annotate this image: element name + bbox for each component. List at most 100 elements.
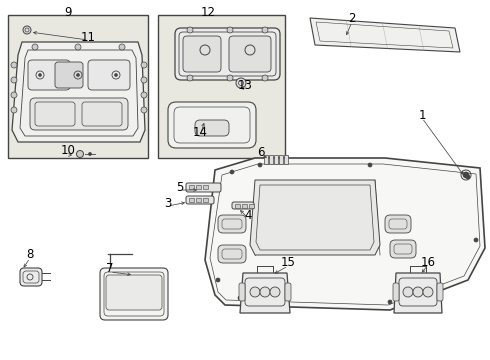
Text: 5: 5	[176, 180, 184, 194]
Bar	[189, 198, 194, 202]
Polygon shape	[240, 273, 290, 313]
Polygon shape	[250, 180, 380, 255]
FancyBboxPatch shape	[168, 102, 256, 148]
Text: 15: 15	[281, 256, 295, 270]
Polygon shape	[394, 273, 442, 313]
Circle shape	[216, 278, 220, 282]
FancyBboxPatch shape	[106, 275, 162, 310]
Circle shape	[89, 153, 92, 156]
Circle shape	[236, 78, 246, 88]
Bar	[158, 15, 285, 158]
Circle shape	[238, 296, 242, 300]
Circle shape	[76, 150, 83, 158]
Bar	[264, 155, 268, 164]
Bar	[203, 198, 208, 202]
Bar	[189, 185, 194, 189]
Circle shape	[141, 77, 147, 83]
Text: 2: 2	[348, 12, 356, 24]
Bar	[269, 155, 273, 164]
FancyBboxPatch shape	[385, 215, 411, 233]
Circle shape	[187, 75, 193, 81]
Circle shape	[227, 27, 233, 33]
FancyBboxPatch shape	[30, 98, 128, 130]
Circle shape	[11, 107, 17, 113]
Circle shape	[227, 75, 233, 81]
Text: 6: 6	[257, 145, 265, 158]
Bar	[249, 204, 254, 208]
Circle shape	[413, 287, 423, 297]
Circle shape	[250, 287, 260, 297]
Circle shape	[466, 175, 470, 179]
FancyBboxPatch shape	[393, 283, 399, 301]
Circle shape	[11, 77, 17, 83]
Polygon shape	[12, 42, 145, 142]
Text: 9: 9	[64, 5, 72, 18]
Text: 16: 16	[420, 256, 436, 269]
FancyBboxPatch shape	[239, 283, 245, 301]
Circle shape	[39, 73, 42, 77]
FancyBboxPatch shape	[28, 60, 70, 90]
Circle shape	[32, 44, 38, 50]
FancyBboxPatch shape	[390, 240, 416, 258]
Circle shape	[11, 62, 17, 68]
Bar	[274, 155, 278, 164]
Circle shape	[141, 62, 147, 68]
FancyBboxPatch shape	[100, 268, 168, 320]
Bar	[242, 204, 247, 208]
Circle shape	[262, 75, 268, 81]
Circle shape	[262, 27, 268, 33]
FancyBboxPatch shape	[88, 60, 130, 90]
Circle shape	[23, 26, 31, 34]
FancyBboxPatch shape	[437, 283, 443, 301]
FancyBboxPatch shape	[285, 283, 291, 301]
FancyBboxPatch shape	[183, 36, 221, 72]
Circle shape	[11, 92, 17, 98]
Circle shape	[187, 27, 193, 33]
Circle shape	[388, 300, 392, 304]
Circle shape	[474, 238, 478, 242]
Circle shape	[368, 163, 372, 167]
FancyBboxPatch shape	[218, 215, 246, 233]
Circle shape	[463, 172, 469, 178]
Text: 7: 7	[106, 261, 114, 274]
FancyBboxPatch shape	[175, 28, 280, 80]
Circle shape	[423, 287, 433, 297]
FancyBboxPatch shape	[195, 120, 229, 136]
Bar	[284, 155, 288, 164]
FancyBboxPatch shape	[218, 245, 246, 263]
Bar	[196, 185, 201, 189]
Circle shape	[115, 73, 118, 77]
FancyBboxPatch shape	[55, 62, 83, 88]
Circle shape	[230, 170, 234, 174]
Polygon shape	[205, 158, 485, 310]
Circle shape	[141, 107, 147, 113]
Circle shape	[75, 44, 81, 50]
FancyBboxPatch shape	[186, 183, 221, 192]
Bar	[279, 155, 283, 164]
FancyBboxPatch shape	[229, 36, 271, 72]
Bar	[8, 15, 148, 158]
Bar	[235, 204, 240, 208]
Text: 1: 1	[418, 108, 426, 122]
Circle shape	[260, 287, 270, 297]
FancyBboxPatch shape	[20, 268, 42, 286]
Text: 14: 14	[193, 126, 207, 139]
FancyBboxPatch shape	[232, 202, 254, 209]
FancyBboxPatch shape	[186, 196, 214, 204]
Circle shape	[119, 44, 125, 50]
Text: 4: 4	[244, 208, 252, 221]
Polygon shape	[310, 18, 460, 52]
Text: 8: 8	[26, 248, 34, 261]
Circle shape	[141, 92, 147, 98]
Text: 12: 12	[200, 5, 216, 18]
Bar	[196, 198, 201, 202]
Circle shape	[76, 73, 79, 77]
Text: 13: 13	[238, 78, 252, 91]
Circle shape	[403, 287, 413, 297]
Text: 3: 3	[164, 197, 171, 210]
Text: 11: 11	[80, 31, 96, 44]
Text: 10: 10	[61, 144, 75, 157]
Circle shape	[270, 287, 280, 297]
Circle shape	[258, 163, 262, 167]
Bar	[203, 185, 208, 189]
